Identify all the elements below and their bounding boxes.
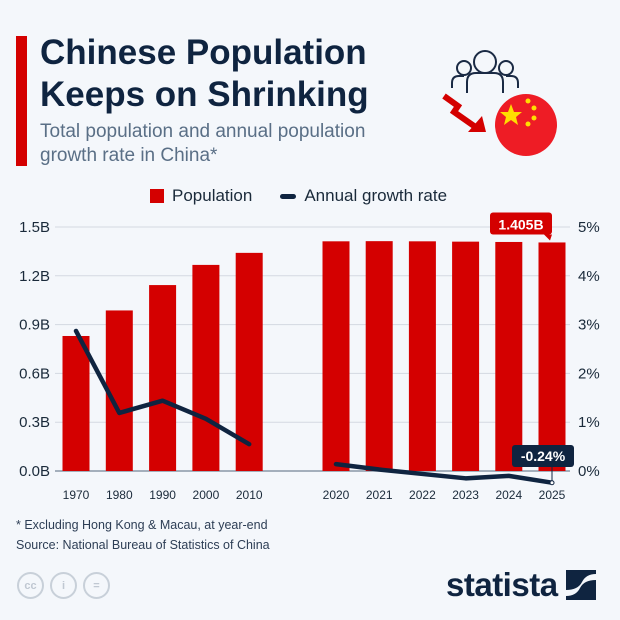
legend-label-population: Population (172, 186, 253, 205)
right-axis-tick: 4% (578, 268, 600, 285)
subtitle: Total population and annual population g… (40, 120, 365, 168)
statista-logo[interactable]: statista (446, 566, 596, 604)
legend-label-growth: Annual growth rate (304, 186, 448, 205)
population-label-box (490, 212, 552, 235)
bar-2021 (365, 241, 393, 471)
subtitle-line-1: Total population and annual population (40, 121, 366, 142)
bar-2010 (235, 252, 263, 471)
brand-name: statista (446, 566, 558, 603)
left-axis-tick: 0.0B (19, 463, 50, 480)
left-axis-tick: 1.5B (19, 219, 50, 236)
x-axis-tick: 2000 (193, 488, 220, 502)
x-axis-tick: 2020 (323, 488, 350, 502)
left-axis-tick: 0.6B (19, 365, 50, 382)
right-axis-tick: 1% (578, 414, 600, 431)
growth-label-point (549, 480, 555, 486)
bar-2020 (322, 241, 350, 471)
x-axis-tick: 1980 (106, 488, 133, 502)
legend-swatch-population (150, 189, 164, 203)
no-derivatives-icon[interactable]: = (83, 572, 110, 599)
title-accent-bar (16, 36, 27, 166)
legend-swatch-growth (280, 193, 297, 199)
population-decline-china-flag-icon (442, 50, 557, 156)
page-title: Chinese Population Keeps on Shrinking (40, 32, 369, 116)
attribution-icon[interactable]: i (50, 572, 77, 599)
x-axis-tick: 2025 (539, 488, 566, 502)
license-icons: cc i = (17, 572, 110, 599)
footnotes: * Excluding Hong Kong & Macau, at year-e… (16, 515, 270, 555)
left-axis-tick: 1.2B (19, 268, 50, 285)
growth-line-2020-2025 (333, 461, 555, 485)
right-axis-tick: 5% (578, 219, 600, 236)
title-line-2: Keeps on Shrinking (40, 75, 369, 114)
bar-2023 (452, 241, 480, 471)
cc-icon[interactable]: cc (17, 572, 44, 599)
title-line-1: Chinese Population (40, 33, 367, 72)
bar-1980 (105, 310, 133, 471)
chart-legend: Population Annual growth rate (150, 186, 447, 206)
growth-line-1970-2010 (73, 328, 252, 447)
growth-label-box (512, 445, 574, 467)
right-axis-tick: 2% (578, 365, 600, 382)
population-label-pointer (544, 234, 552, 241)
statista-mark-icon (565, 570, 596, 600)
x-axis-tick: 2022 (409, 488, 436, 502)
growth-label: -0.24% (521, 448, 566, 464)
x-axis-tick: 2010 (236, 488, 263, 502)
footnote: * Excluding Hong Kong & Macau, at year-e… (16, 518, 268, 532)
x-axis-tick: 1990 (149, 488, 176, 502)
right-axis-tick: 3% (578, 317, 600, 334)
chart: 0.0B 0.3B 0.6B 0.9B 1.2B 1.5B 0% 1% 2% 3% 4% 5% 1970… (19, 212, 600, 502)
x-axis-tick: 2021 (366, 488, 393, 502)
population-label: 1.405B (498, 216, 543, 232)
bar-2025 (538, 242, 566, 471)
source: Source: National Bureau of Statistics of… (16, 538, 270, 552)
right-axis-tick: 0% (578, 463, 600, 480)
x-axis-tick: 1970 (63, 488, 90, 502)
x-axis-tick: 2024 (495, 488, 522, 502)
bar-2000 (192, 264, 220, 471)
bar-1970 (62, 335, 90, 471)
left-axis-tick: 0.9B (19, 317, 50, 334)
bar-2022 (408, 241, 436, 471)
subtitle-line-2: growth rate in China* (40, 145, 218, 166)
bar-2024 (495, 241, 523, 471)
bar-1990 (149, 285, 177, 471)
x-axis-tick: 2023 (452, 488, 479, 502)
left-axis-tick: 0.3B (19, 414, 50, 431)
